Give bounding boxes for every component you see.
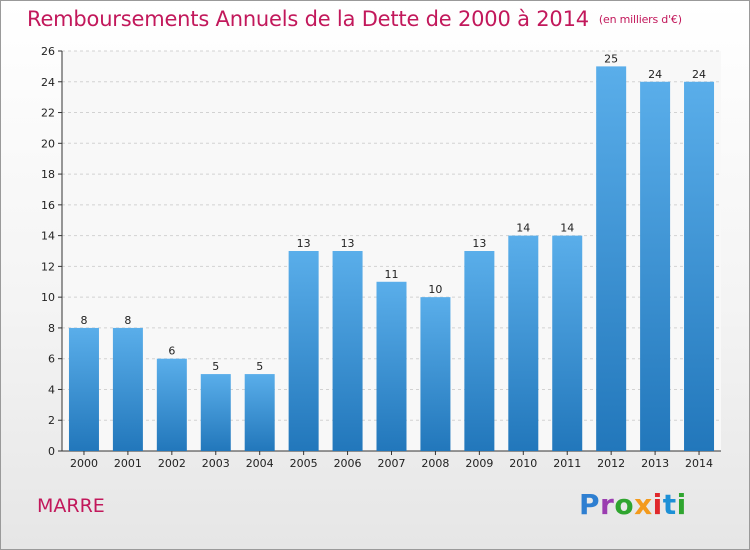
data-label: 8 [124,314,131,327]
data-label: 13 [297,237,311,250]
x-tick-label: 2014 [685,457,713,470]
x-tick-label: 2005 [290,457,318,470]
y-tick-label: 2 [48,414,55,427]
y-tick-label: 20 [41,137,55,150]
x-tick-label: 2011 [553,457,581,470]
bar [156,358,187,451]
data-label: 14 [516,222,530,235]
data-label: 11 [385,268,399,281]
x-tick-label: 2013 [641,457,669,470]
x-tick-label: 2009 [465,457,493,470]
logo-letter: x [634,488,653,521]
bar [684,81,715,452]
data-label: 5 [212,360,219,373]
logo-letter: o [614,488,635,521]
commune-name: MARRE [37,495,105,517]
y-tick-label: 14 [41,230,55,243]
bar [552,235,583,451]
bar [244,374,275,451]
data-label: 24 [648,68,662,81]
data-label: 24 [692,68,706,81]
y-tick-label: 4 [48,383,55,396]
bar [596,66,627,451]
y-tick-label: 0 [48,445,55,458]
y-tick-label: 6 [48,353,55,366]
x-tick-label: 2006 [334,457,362,470]
bars [68,66,715,452]
proxiti-logo: Proxiti [579,488,687,521]
x-tick-label: 2008 [421,457,449,470]
y-tick-label: 10 [41,291,55,304]
x-tick-label: 2007 [378,457,406,470]
bar [200,374,231,451]
logo-letter: i [676,488,687,521]
logo-letter: r [600,488,615,521]
bar [376,281,407,451]
data-label: 13 [341,237,355,250]
y-tick-label: 12 [41,260,55,273]
bar [332,251,363,451]
bar [464,251,495,451]
logo-letter: i [652,488,663,521]
data-label: 5 [256,360,263,373]
logo-letter: t [662,488,677,521]
y-tick-label: 26 [41,45,55,58]
x-axis: 2000 2001 2002 2003 2004 2005 2006 2007 2008 2009… [62,450,721,470]
x-tick-label: 2010 [509,457,537,470]
x-tick-label: 2004 [246,457,274,470]
chart-title: Remboursements Annuels de la Dette de 20… [27,7,682,31]
bar [288,251,319,451]
y-tick-label: 16 [41,199,55,212]
bar [68,327,99,451]
y-tick-label: 22 [41,107,55,120]
bar [640,81,671,452]
x-tick-label: 2012 [597,457,625,470]
chart-subtitle: (en milliers d'€) [598,13,682,26]
y-tick-label: 18 [41,168,55,181]
data-label: 14 [560,222,574,235]
bar [508,235,539,451]
logo-letter: P [579,488,601,521]
x-tick-label: 2001 [114,457,142,470]
data-label: 10 [428,283,442,296]
x-tick-label: 2000 [70,457,98,470]
x-tick-label: 2002 [158,457,186,470]
y-tick-label: 8 [48,322,55,335]
y-tick-label: 24 [41,76,55,89]
x-tick-label: 2003 [202,457,230,470]
data-label: 25 [604,52,618,65]
data-labels: 8 8 6 5 5 13 13 11 10 13 14 14 25 24 24 [80,52,706,373]
data-label: 13 [472,237,486,250]
chart-title-text: Remboursements Annuels de la Dette de 20… [27,7,589,31]
bar [420,297,451,451]
data-label: 8 [80,314,87,327]
data-label: 6 [168,345,175,358]
bar [112,327,143,451]
